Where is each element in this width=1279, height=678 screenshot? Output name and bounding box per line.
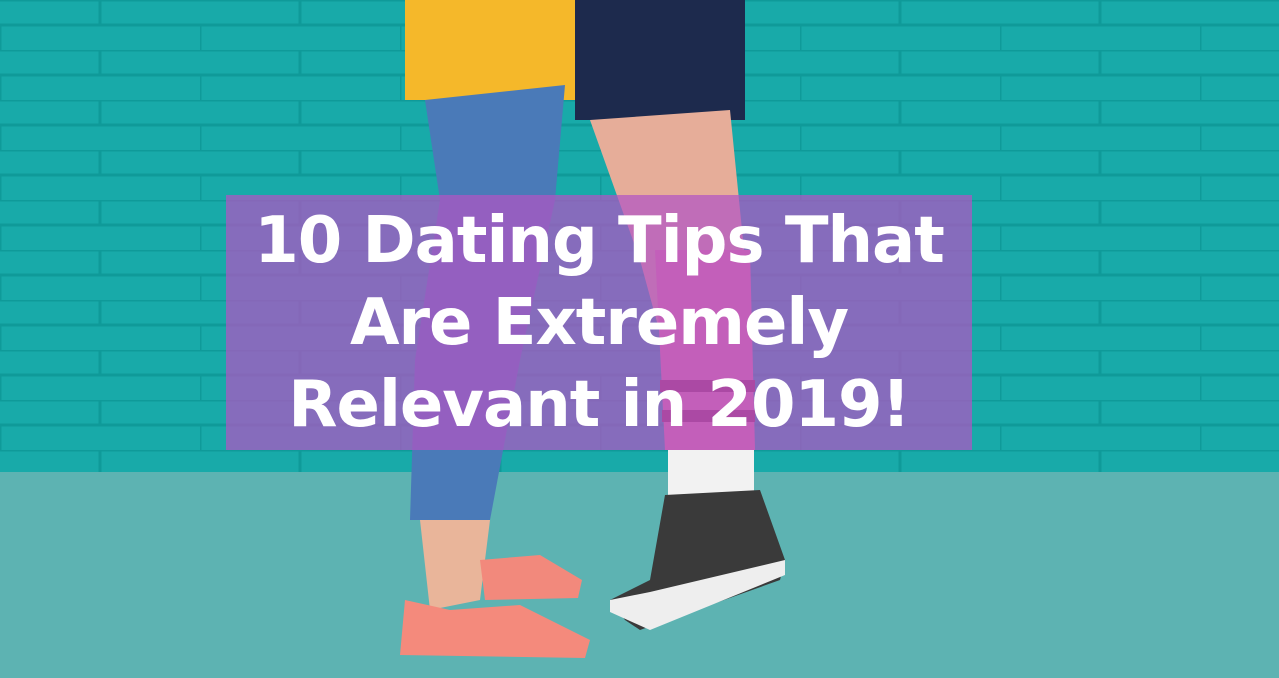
floor xyxy=(0,472,1279,678)
headline-line: Relevant in 2019! xyxy=(288,367,910,442)
pink-shoe-back xyxy=(480,555,582,600)
headline: 10 Dating Tips That Are Extremely Releva… xyxy=(226,195,972,450)
yellow-shirt xyxy=(405,0,585,100)
leg-left xyxy=(420,520,490,610)
headline-line: Are Extremely xyxy=(349,285,849,360)
denim-shorts xyxy=(575,0,745,120)
headline-overlay xyxy=(226,195,972,450)
sneaker-sole xyxy=(610,560,785,630)
headline-line: 10 Dating Tips That xyxy=(254,203,945,278)
pink-shoe-front xyxy=(400,600,590,658)
